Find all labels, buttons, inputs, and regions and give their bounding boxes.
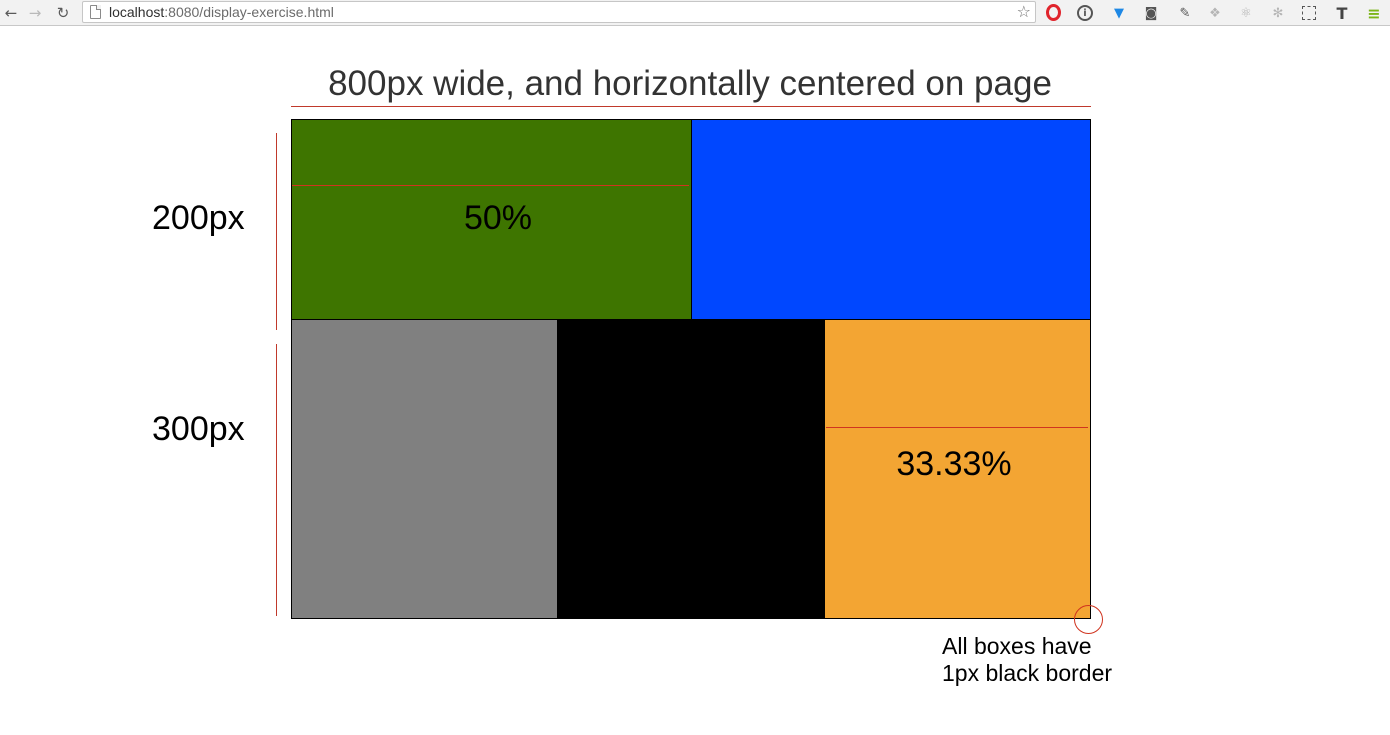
label-33-percent: 33.33%: [896, 445, 1012, 483]
url-path: :8080/display-exercise.html: [164, 4, 334, 20]
pocket-extension-icon[interactable]: ◙: [1144, 5, 1158, 21]
height-marker-top: [276, 133, 277, 330]
page-icon: [90, 5, 101, 19]
border-note-line-2: 1px black border: [942, 660, 1113, 686]
border-note-line-1: All boxes have: [942, 633, 1092, 659]
forward-arrow-icon[interactable]: →: [28, 4, 42, 22]
gear-extension-icon[interactable]: ✻: [1272, 5, 1284, 21]
reload-icon[interactable]: ↻: [56, 4, 70, 22]
row-label-bottom: 300px: [152, 410, 245, 448]
opera-extension-icon[interactable]: [1046, 4, 1061, 21]
orange-box: [824, 319, 1091, 619]
vue-extension-icon[interactable]: ▼: [1114, 5, 1124, 21]
menu-icon[interactable]: ≡: [1367, 3, 1381, 23]
react-extension-icon[interactable]: ⚛: [1240, 5, 1252, 21]
gray-box: [291, 319, 558, 619]
black-box: [557, 319, 825, 619]
eyedropper-extension-icon[interactable]: ✎: [1179, 5, 1191, 21]
url-host: localhost: [109, 4, 165, 20]
url-text[interactable]: localhost:8080/display-exercise.html: [109, 4, 334, 21]
title-underline: [291, 106, 1091, 107]
info-extension-icon[interactable]: i: [1077, 5, 1093, 21]
puzzle-extension-icon[interactable]: ❖: [1209, 5, 1221, 21]
height-marker-bottom: [276, 344, 277, 616]
blue-box: [691, 119, 1091, 320]
row-label-top: 200px: [152, 199, 245, 237]
width-marker-third: [826, 427, 1088, 428]
border-highlight-circle: [1074, 605, 1103, 634]
width-marker-half: [292, 185, 689, 186]
green-box: [291, 119, 692, 320]
border-note: All boxes have 1px black border: [942, 633, 1112, 687]
browser-toolbar: ← → ↻ localhost:8080/display-exercise.ht…: [0, 0, 1390, 26]
label-50-percent: 50%: [463, 199, 533, 237]
selection-extension-icon[interactable]: [1302, 6, 1316, 20]
star-icon[interactable]: ☆: [1016, 2, 1031, 21]
text-extension-icon[interactable]: T: [1336, 3, 1348, 23]
address-bar[interactable]: localhost:8080/display-exercise.html ☆: [82, 1, 1036, 23]
back-arrow-icon[interactable]: ←: [4, 4, 18, 22]
page-title: 800px wide, and horizontally centered on…: [328, 64, 1052, 103]
